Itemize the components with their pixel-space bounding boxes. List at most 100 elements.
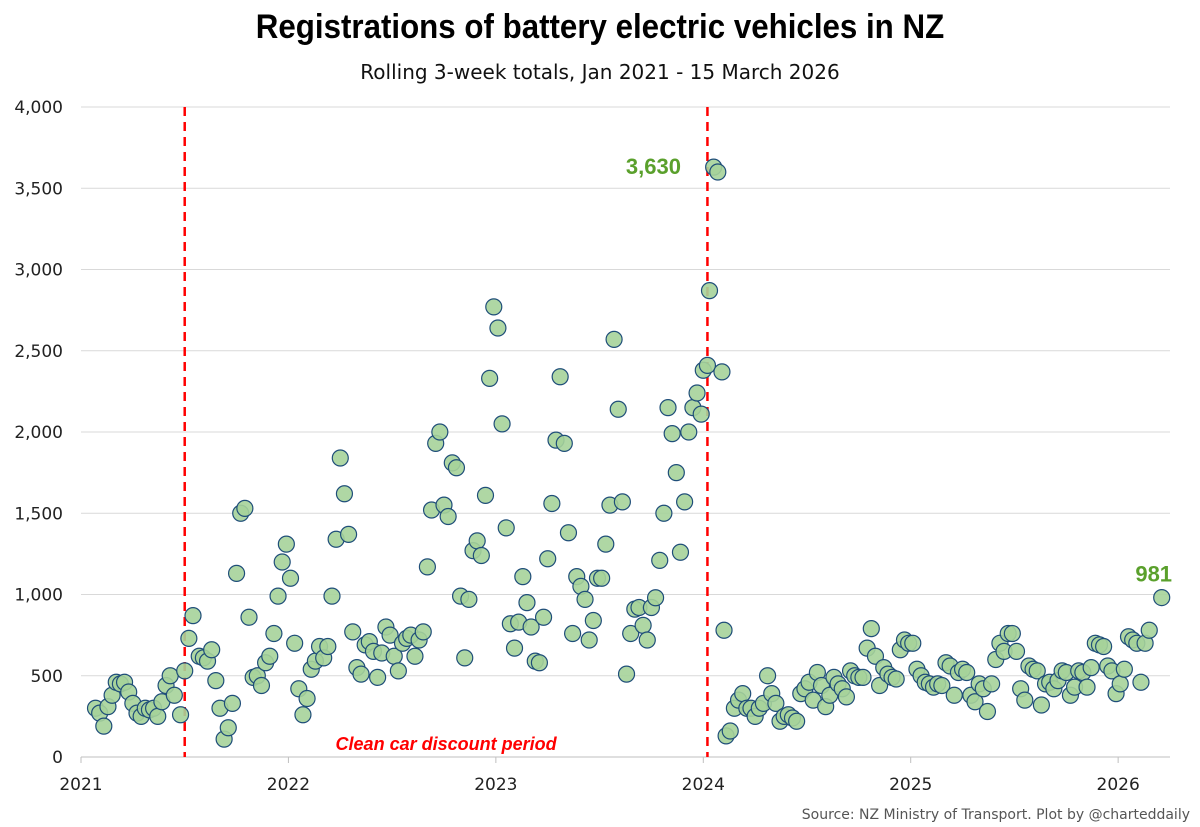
data-point: [323, 587, 341, 605]
chart-title: Registrations of battery electric vehicl…: [255, 8, 945, 46]
data-point: [1032, 696, 1050, 714]
data-point: [149, 707, 167, 725]
data-point: [514, 568, 532, 586]
data-point: [651, 551, 669, 569]
data-point: [497, 519, 515, 537]
data-point: [171, 706, 190, 724]
data-point: [294, 706, 312, 724]
x-tick-label: 2026: [1097, 775, 1140, 795]
y-tick-label: 3,000: [14, 261, 63, 281]
data-point: [344, 623, 362, 641]
annotation-label: 3,630: [626, 154, 681, 179]
data-point: [721, 722, 739, 740]
y-tick-label: 2,000: [14, 423, 63, 443]
data-point: [269, 587, 287, 605]
data-point: [576, 590, 594, 608]
data-point: [161, 667, 179, 685]
data-point: [966, 693, 984, 711]
data-point: [277, 535, 295, 553]
data-point: [945, 686, 963, 704]
data-point: [1016, 691, 1034, 709]
y-tick-label: 0: [52, 748, 63, 768]
data-point: [298, 689, 316, 708]
data-point: [1007, 642, 1026, 660]
data-point: [663, 425, 681, 443]
data-point: [352, 665, 370, 683]
data-point: [887, 670, 905, 688]
data-point: [580, 631, 598, 649]
annotation-label: 981: [1135, 562, 1172, 587]
data-point: [698, 356, 717, 374]
data-point: [700, 282, 719, 300]
data-point: [634, 616, 652, 634]
data-point: [485, 298, 503, 316]
data-point: [593, 569, 611, 587]
data-point: [489, 319, 507, 337]
data-point: [236, 499, 254, 517]
data-point: [460, 590, 478, 608]
data-point: [713, 363, 731, 381]
y-tick-label: 3,500: [14, 179, 63, 199]
data-point: [709, 163, 727, 181]
data-point: [414, 623, 432, 641]
data-point: [692, 405, 710, 423]
data-point: [655, 504, 673, 522]
data-point: [180, 629, 198, 647]
data-point: [788, 712, 806, 730]
data-point: [472, 546, 490, 565]
data-point: [223, 694, 242, 712]
data-point: [584, 611, 602, 630]
period-label: Clean car discount period: [336, 734, 558, 754]
data-point: [933, 676, 951, 695]
y-tick-label: 1,500: [14, 504, 63, 524]
x-tick-label: 2023: [474, 775, 517, 795]
data-point: [688, 384, 706, 402]
data-point: [456, 649, 474, 667]
data-point: [659, 399, 677, 417]
data-point: [559, 524, 578, 542]
data-point: [207, 672, 225, 690]
y-tick-label: 2,500: [14, 342, 63, 362]
data-point: [758, 667, 777, 685]
data-point: [1082, 659, 1100, 677]
x-tick-label: 2025: [889, 775, 932, 795]
data-point: [622, 624, 640, 643]
data-point: [219, 719, 237, 737]
y-tick-label: 1,000: [14, 586, 63, 606]
data-point: [468, 532, 486, 550]
data-point: [319, 637, 337, 656]
data-point: [286, 634, 304, 652]
data-point: [518, 594, 536, 612]
data-point: [439, 507, 457, 526]
data-point: [431, 423, 449, 441]
data-point: [261, 647, 279, 665]
data-point: [476, 486, 495, 504]
data-point: [597, 535, 615, 553]
data-point: [862, 620, 880, 638]
source-note: Source: NZ Ministry of Transport. Plot b…: [801, 807, 1190, 823]
data-point: [522, 618, 540, 636]
data-point: [184, 607, 202, 625]
y-tick-label: 500: [31, 667, 63, 687]
data-point: [369, 668, 387, 686]
data-point: [904, 634, 922, 652]
x-tick-label: 2021: [59, 775, 102, 795]
data-point: [1115, 660, 1133, 678]
data-point: [564, 624, 582, 643]
data-point: [1028, 662, 1046, 680]
data-point: [854, 668, 872, 686]
data-point: [767, 694, 785, 712]
data-point: [1111, 675, 1129, 693]
data-point: [638, 631, 656, 649]
data-point: [381, 626, 399, 644]
data-point: [265, 624, 283, 643]
data-point: [646, 589, 665, 607]
data-point: [983, 675, 1001, 693]
data-point: [95, 717, 113, 735]
data-point: [1132, 673, 1150, 691]
data-point: [715, 621, 733, 639]
data-point: [543, 494, 561, 513]
data-point: [530, 654, 549, 672]
data-point: [734, 685, 752, 703]
